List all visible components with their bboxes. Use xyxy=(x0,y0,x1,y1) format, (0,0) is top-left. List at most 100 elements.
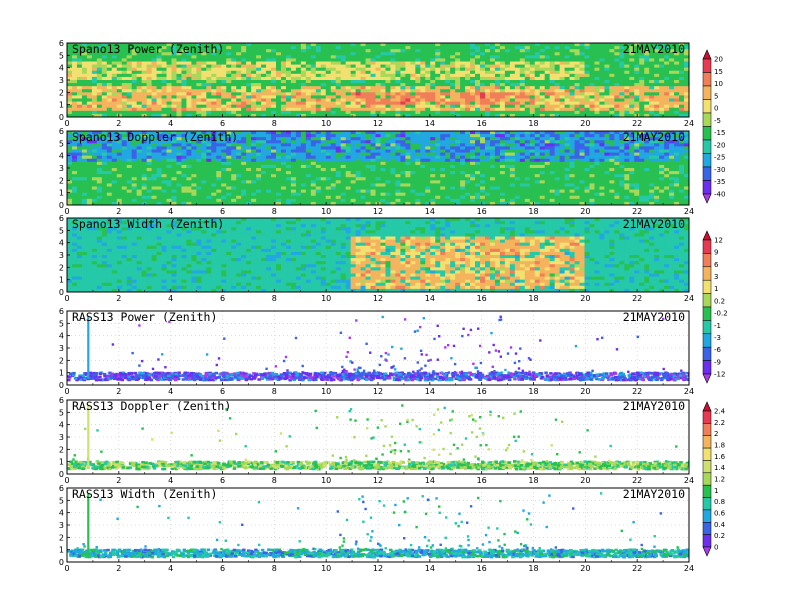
heat-cell xyxy=(574,137,580,141)
heat-cell xyxy=(624,137,630,141)
heat-cell xyxy=(445,134,451,138)
heat-cell xyxy=(136,70,143,75)
heat-cell xyxy=(285,134,292,138)
heat-cell xyxy=(534,104,541,109)
heat-cell xyxy=(659,58,665,62)
heat-cell xyxy=(425,58,431,62)
heat-cell xyxy=(470,152,476,157)
heat-cell xyxy=(266,174,272,178)
heat-cell xyxy=(285,104,292,109)
heat-cell xyxy=(191,168,197,172)
heat-cell xyxy=(91,83,98,87)
heat-cell xyxy=(126,171,133,175)
heat-cell xyxy=(455,86,461,90)
heat-cell xyxy=(176,171,182,175)
heat-cell xyxy=(161,46,167,50)
heat-cell xyxy=(440,52,446,56)
heat-cell xyxy=(151,110,157,115)
heat-cell xyxy=(275,164,282,169)
heat-cell xyxy=(266,155,272,160)
heat-cell xyxy=(355,164,361,169)
heat-cell xyxy=(186,76,192,81)
heat-cell xyxy=(599,146,605,150)
heat-cell xyxy=(81,89,88,93)
heat-cell xyxy=(684,161,689,166)
heat-cell xyxy=(116,70,123,75)
heat-cell xyxy=(524,137,531,141)
heat-cell xyxy=(649,113,655,117)
heat-cell xyxy=(141,80,148,84)
heat-cell xyxy=(345,155,352,160)
heat-cell xyxy=(266,137,272,141)
heat-cell xyxy=(554,149,561,153)
heat-cell xyxy=(325,113,332,117)
heat-cell xyxy=(226,155,232,160)
heat-cell xyxy=(266,83,272,87)
heat-cell xyxy=(659,168,665,172)
y-tick-label: 2 xyxy=(59,88,64,97)
heat-cell xyxy=(579,143,585,147)
heat-cell xyxy=(614,113,620,117)
heat-cell xyxy=(71,171,78,175)
heat-cell xyxy=(639,158,645,163)
heat-cell xyxy=(499,95,506,99)
heat-cell xyxy=(544,92,551,96)
heat-cell xyxy=(126,155,133,160)
heat-cell xyxy=(654,73,660,78)
heat-cell xyxy=(390,174,396,178)
heat-cell xyxy=(236,49,242,53)
heat-cell xyxy=(246,161,252,166)
heat-cell xyxy=(539,107,546,112)
heat-cell xyxy=(385,80,391,84)
heat-cell xyxy=(191,104,197,109)
heat-cell xyxy=(340,152,347,157)
heat-cell xyxy=(669,143,675,147)
heat-cell xyxy=(674,110,680,115)
heat-cell xyxy=(206,158,212,163)
heat-cell xyxy=(106,104,113,109)
heat-cell xyxy=(559,143,565,147)
heat-cell xyxy=(484,49,491,53)
heat-cell xyxy=(181,92,187,96)
heat-cell xyxy=(649,98,655,102)
heat-cell xyxy=(300,46,307,50)
heat-cell xyxy=(634,110,640,115)
heat-cell xyxy=(96,113,103,117)
heat-cell xyxy=(564,58,570,62)
heat-cell xyxy=(549,152,556,157)
heat-cell xyxy=(440,152,446,157)
heat-cell xyxy=(310,149,317,153)
heat-cell xyxy=(76,64,83,69)
heat-cell xyxy=(176,49,182,53)
heat-cell xyxy=(674,107,680,112)
heat-cell xyxy=(156,92,162,96)
heat-cell xyxy=(226,134,232,138)
heat-cell xyxy=(624,149,630,153)
heat-cell xyxy=(156,164,162,169)
heat-cell xyxy=(261,155,267,160)
heat-cell xyxy=(231,73,237,78)
heat-cell xyxy=(584,70,590,75)
heat-cell xyxy=(246,146,252,150)
heat-cell xyxy=(206,67,212,72)
heat-cell xyxy=(390,80,396,84)
heat-cell xyxy=(395,76,401,81)
heat-cell xyxy=(425,52,431,56)
heat-cell xyxy=(609,152,615,157)
heat-cell xyxy=(360,89,366,93)
heat-cell xyxy=(191,131,197,135)
heat-cell xyxy=(554,61,561,65)
heat-cell xyxy=(131,83,138,87)
heat-cell xyxy=(614,67,620,72)
heat-cell xyxy=(584,161,590,166)
heat-cell xyxy=(350,161,357,166)
heat-cell xyxy=(131,92,138,96)
heat-cell xyxy=(166,140,172,144)
heat-cell xyxy=(295,92,302,96)
heat-cell xyxy=(131,101,138,106)
heat-cell xyxy=(355,149,361,153)
heat-cell xyxy=(385,98,391,102)
heat-cell xyxy=(574,86,580,90)
heat-cell xyxy=(559,168,565,172)
heat-cell xyxy=(589,158,595,163)
